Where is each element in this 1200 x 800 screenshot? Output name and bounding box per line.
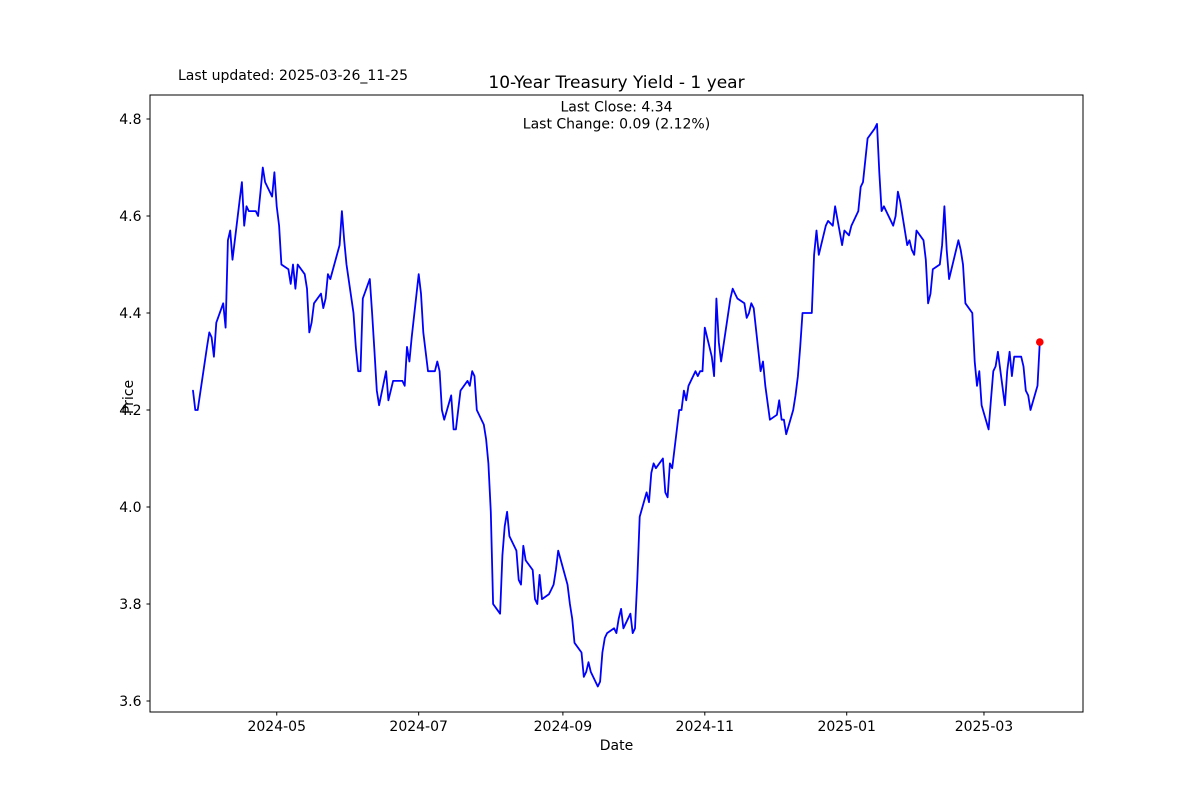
x-tick-label: 2024-09: [534, 719, 593, 735]
x-tick-label: 2025-01: [817, 719, 876, 735]
y-tick-label: 4.2: [119, 403, 141, 419]
x-tick-label: 2024-05: [247, 719, 306, 735]
y-tick-label: 3.8: [119, 597, 141, 613]
x-tick-label: 2024-07: [389, 719, 448, 735]
x-axis-label: Date: [600, 738, 633, 754]
y-axis-label: Price: [121, 380, 137, 414]
subtitle-last-change: Last Change: 0.09 (2.12%): [523, 117, 710, 133]
y-tick-label: 4.8: [119, 112, 141, 128]
y-tick-label: 4.0: [119, 500, 141, 516]
price-line: [192, 123, 1041, 688]
x-tick-label: 2025-03: [955, 719, 1014, 735]
chart-title: 10-Year Treasury Yield - 1 year: [488, 73, 744, 93]
last-updated-note: Last updated: 2025-03-26_11-25: [178, 68, 408, 84]
plot-area: 3.6 3.8 4.0 4.2 4.4 4.6 4.8 2024-05 2024-07 2024-…: [119, 94, 1084, 735]
y-tick-label: 4.4: [119, 306, 141, 322]
subtitle-last-close: Last Close: 4.34: [560, 100, 672, 116]
y-tick-label: 4.6: [119, 209, 141, 225]
x-tick-label: 2024-11: [676, 719, 735, 735]
last-close-marker: [1036, 338, 1044, 346]
axes-box: [149, 94, 1084, 713]
y-tick-label: 3.6: [119, 694, 141, 710]
